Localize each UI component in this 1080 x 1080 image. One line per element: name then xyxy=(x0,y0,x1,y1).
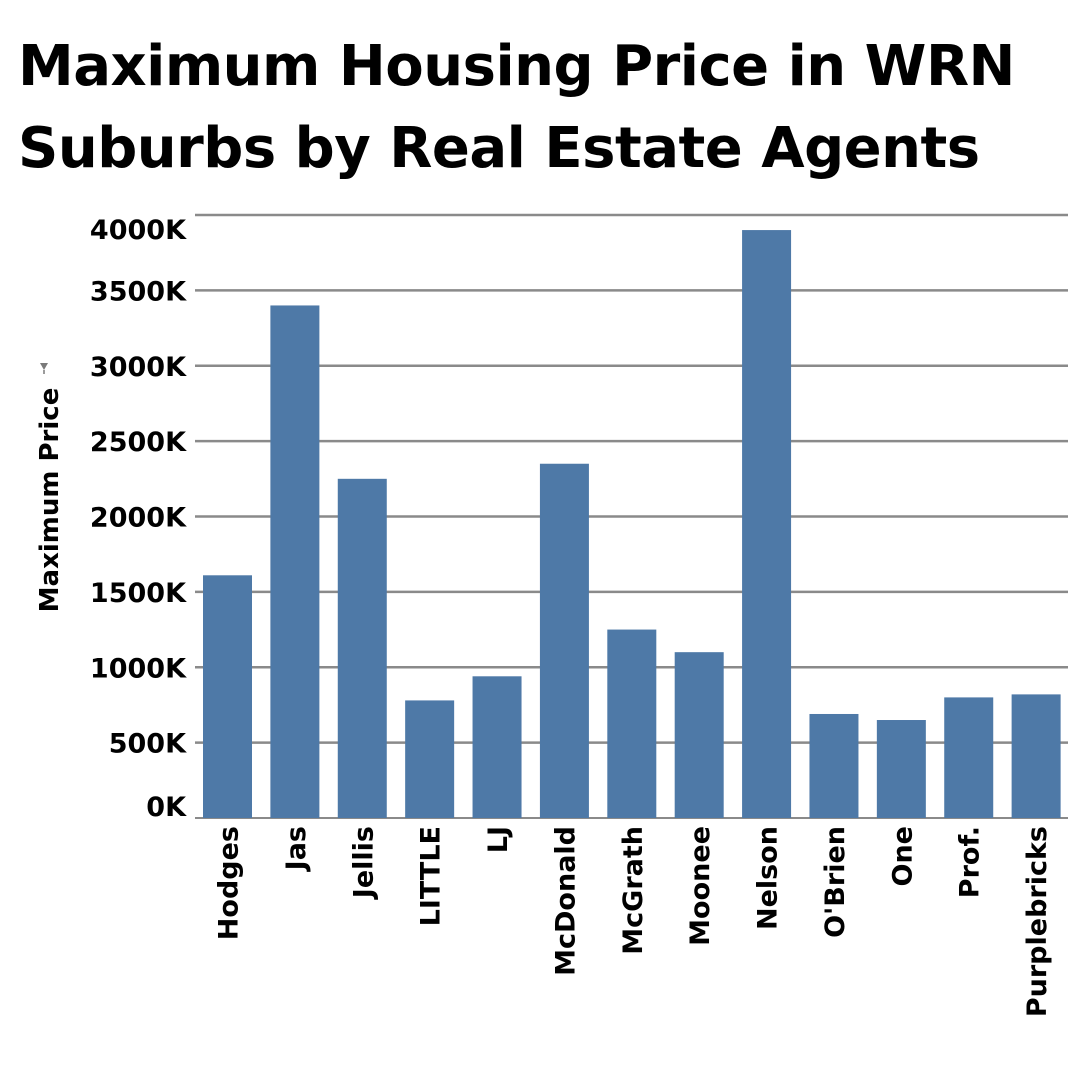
chart-title-line-2: Suburbs by Real Estate Agents xyxy=(18,116,980,181)
bar-nelson[interactable] xyxy=(742,230,792,818)
y-tick-label: 4000K xyxy=(90,215,187,246)
x-axis-labels: Hodges Jas Jellis LITTLE LJ McDonald McGrath Mo… xyxy=(214,826,1054,1017)
y-axis-title: Maximum Price xyxy=(35,388,65,613)
bar-mcdonald[interactable] xyxy=(539,463,589,818)
bar-lj[interactable] xyxy=(472,676,522,818)
y-tick-label: 3000K xyxy=(90,352,187,383)
y-tick-label: 1500K xyxy=(90,578,187,609)
x-tick-label: McGrath xyxy=(618,826,649,955)
x-tick-label: Nelson xyxy=(753,826,784,930)
bar-mcgrath[interactable] xyxy=(607,629,657,818)
y-axis-ticks: 0K 500K 1000K 1500K 2000K 2500K 3000K 3500K 4000… xyxy=(90,215,187,823)
x-tick-label: McDonald xyxy=(550,826,581,976)
y-tick-label: 2500K xyxy=(90,427,187,458)
bar-jellis[interactable] xyxy=(337,478,387,818)
bar-one[interactable] xyxy=(876,720,926,818)
bar-jas[interactable] xyxy=(270,305,320,818)
bars xyxy=(203,230,1061,818)
x-tick-label: LJ xyxy=(483,826,514,853)
bar-hodges[interactable] xyxy=(203,575,252,818)
y-tick-label: 500K xyxy=(109,729,187,760)
x-tick-label: Jas xyxy=(281,826,312,872)
y-tick-label: 1000K xyxy=(90,653,187,684)
x-tick-label: Prof. xyxy=(955,826,986,898)
chart-title: Maximum Housing Price in WRN Suburbs by … xyxy=(18,26,1068,190)
x-tick-label: One xyxy=(887,826,918,887)
x-tick-label: Moonee xyxy=(685,826,716,946)
sort-icon[interactable] xyxy=(40,363,48,374)
x-tick-label: LITTLE xyxy=(416,826,447,926)
chart-title-line-1: Maximum Housing Price in WRN xyxy=(18,34,1015,99)
bar-moonee[interactable] xyxy=(674,652,724,818)
x-tick-label: Purplebricks xyxy=(1022,826,1053,1017)
bar-prof-[interactable] xyxy=(944,697,994,818)
y-tick-label: 3500K xyxy=(90,276,187,307)
x-tick-label: Jellis xyxy=(348,826,379,900)
bar-little[interactable] xyxy=(405,700,455,818)
y-tick-label: 2000K xyxy=(90,503,187,534)
x-tick-label: Hodges xyxy=(214,826,245,940)
y-tick-label: 0K xyxy=(146,792,187,823)
bar-purplebricks[interactable] xyxy=(1011,694,1061,818)
x-tick-label: O'Brien xyxy=(820,826,851,938)
bar-o-brien[interactable] xyxy=(809,713,859,818)
